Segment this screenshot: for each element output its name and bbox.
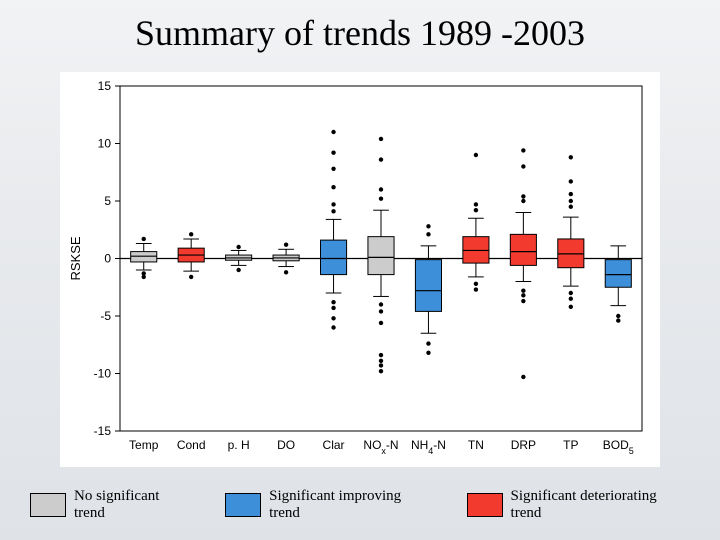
svg-text:RSKSE: RSKSE	[68, 236, 83, 280]
legend-swatch-no-trend	[30, 493, 66, 517]
legend-swatch-improving	[225, 493, 261, 517]
svg-text:BOD5: BOD5	[603, 438, 634, 456]
svg-text:10: 10	[98, 137, 112, 151]
svg-text:DRP: DRP	[511, 438, 536, 452]
legend-label: No significant trend	[74, 488, 193, 522]
svg-text:Clar: Clar	[323, 438, 345, 452]
svg-text:NH4-N: NH4-N	[411, 438, 446, 456]
svg-text:Cond: Cond	[177, 438, 206, 452]
svg-text:-5: -5	[100, 309, 111, 323]
svg-text:DO: DO	[277, 438, 295, 452]
svg-text:-15: -15	[94, 424, 112, 438]
legend: No significant trend Significant improvi…	[30, 488, 690, 522]
svg-text:p. H: p. H	[228, 438, 250, 452]
legend-label: Significant improving trend	[269, 488, 434, 522]
svg-text:0: 0	[104, 252, 111, 266]
svg-text:15: 15	[98, 79, 112, 93]
legend-label: Significant deteriorating trend	[511, 488, 690, 522]
svg-text:TN: TN	[468, 438, 484, 452]
svg-text:-10: -10	[94, 367, 112, 381]
page-title: Summary of trends 1989 -2003	[0, 12, 720, 54]
svg-text:TP: TP	[563, 438, 578, 452]
boxplot-chart: -15 -10 -5 0 5 10 15 RSKSE Temp Cond p. H DO Clar NOx…	[60, 72, 660, 467]
legend-swatch-deteriorating	[467, 493, 503, 517]
svg-text:NOx-N: NOx-N	[363, 438, 398, 456]
svg-text:Temp: Temp	[129, 438, 159, 452]
svg-text:5: 5	[104, 194, 111, 208]
